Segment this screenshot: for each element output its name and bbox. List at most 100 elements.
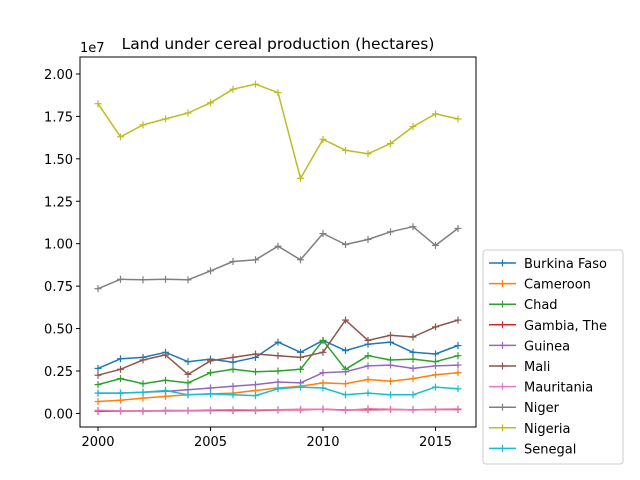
plot-frame xyxy=(79,56,477,428)
legend-label: Mali xyxy=(524,360,550,375)
data-point xyxy=(252,256,259,264)
data-point xyxy=(319,384,327,392)
y-tick-label: 0.75 xyxy=(44,280,73,295)
data-point xyxy=(409,391,417,399)
data-point xyxy=(409,406,417,414)
legend-item: Gambia, The xyxy=(489,319,607,334)
data-point xyxy=(184,407,192,415)
data-point xyxy=(432,110,439,118)
data-point xyxy=(274,367,282,375)
data-point xyxy=(364,235,372,243)
data-point xyxy=(229,391,237,399)
legend-item: Burkina Faso xyxy=(489,257,607,272)
legend-item: Senegal xyxy=(489,442,576,457)
data-point xyxy=(432,350,439,358)
data-point xyxy=(229,85,237,93)
legend-label: Gambia, The xyxy=(524,319,607,334)
y-tick-label: 1.25 xyxy=(44,195,73,210)
y-tick-label: 1.00 xyxy=(44,238,73,253)
data-point xyxy=(364,336,372,344)
legend-item: Nigeria xyxy=(489,422,571,437)
data-point xyxy=(297,365,304,373)
data-point xyxy=(252,392,259,400)
data-point xyxy=(409,355,417,363)
data-point xyxy=(252,381,259,389)
data-point xyxy=(432,383,439,391)
data-point xyxy=(229,365,237,373)
legend-label: Cameroon xyxy=(524,278,591,293)
data-point xyxy=(319,336,327,344)
legend-item: Mali xyxy=(489,360,550,375)
data-point xyxy=(342,391,349,399)
data-point xyxy=(162,275,169,283)
data-point xyxy=(364,362,372,370)
data-point xyxy=(454,224,462,232)
data-point xyxy=(207,384,214,392)
data-point xyxy=(184,358,192,366)
data-point xyxy=(342,241,349,249)
y-tick-label: 1.75 xyxy=(44,110,73,125)
legend-label: Senegal xyxy=(524,442,576,457)
series-line xyxy=(97,83,459,180)
data-point xyxy=(432,371,439,379)
data-point xyxy=(274,385,282,393)
data-point xyxy=(139,388,147,396)
data-point xyxy=(117,355,124,363)
data-point xyxy=(184,276,192,284)
data-point xyxy=(184,379,192,387)
data-point xyxy=(94,364,102,372)
data-point xyxy=(432,405,439,413)
data-point xyxy=(342,406,349,414)
data-point xyxy=(387,391,394,399)
data-point xyxy=(454,342,462,350)
data-point xyxy=(297,174,304,182)
data-point xyxy=(454,316,462,324)
data-point xyxy=(409,123,417,131)
legend-item: Niger xyxy=(489,401,560,416)
series-nigeria xyxy=(94,80,462,182)
data-point xyxy=(162,406,169,414)
data-point xyxy=(409,348,417,356)
data-point xyxy=(162,351,169,359)
x-tick-label: 2005 xyxy=(194,435,227,450)
data-point xyxy=(432,323,439,331)
data-point xyxy=(319,230,327,238)
data-point xyxy=(117,275,124,283)
data-point xyxy=(94,406,102,414)
data-point xyxy=(319,369,327,377)
y-tick-label: 2.00 xyxy=(44,68,73,83)
legend-item: Guinea xyxy=(489,339,570,354)
data-point xyxy=(409,375,417,383)
data-point xyxy=(454,361,462,369)
data-point xyxy=(364,375,372,383)
data-point xyxy=(342,347,349,355)
data-point xyxy=(319,135,327,143)
series-chad xyxy=(94,336,462,389)
data-point xyxy=(387,228,394,236)
series-senegal xyxy=(94,383,462,400)
legend-label: Niger xyxy=(524,401,560,416)
x-tick-label: 2015 xyxy=(419,435,452,450)
data-point xyxy=(117,365,124,373)
data-point xyxy=(297,405,304,413)
legend-box xyxy=(482,249,624,465)
data-point xyxy=(139,380,147,388)
data-point xyxy=(184,109,192,117)
data-point xyxy=(117,375,124,383)
data-point xyxy=(139,356,147,364)
legend-item: Cameroon xyxy=(489,278,591,293)
data-point xyxy=(117,407,124,415)
data-point xyxy=(252,368,259,376)
plot-series xyxy=(94,80,462,415)
data-point xyxy=(184,370,192,378)
data-point xyxy=(229,258,237,266)
data-point xyxy=(94,398,102,406)
data-point xyxy=(364,405,372,413)
data-point xyxy=(454,385,462,393)
data-point xyxy=(229,353,237,361)
data-point xyxy=(117,133,124,141)
data-point xyxy=(207,99,214,107)
data-point xyxy=(207,267,214,275)
data-point xyxy=(274,242,282,250)
